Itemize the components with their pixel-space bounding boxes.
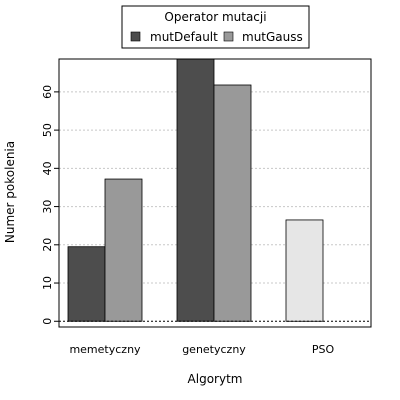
plot-frame [58, 58, 372, 328]
y-tick-label: 40 [41, 161, 54, 175]
bar-genetyczny-mutdefault [176, 58, 215, 322]
y-tick-label: 30 [41, 200, 54, 214]
y-axis-label: Numer pokolenia [3, 141, 17, 243]
y-tick-label: 60 [41, 85, 54, 99]
x-tick-label: genetyczny [182, 343, 246, 356]
legend-label-mutgauss: mutGauss [242, 30, 303, 44]
y-tick-label: 0 [41, 318, 54, 325]
y-tick-label: 50 [41, 123, 54, 137]
bar-memetyczny-mutdefault [67, 246, 106, 322]
x-axis: memetyczny genetyczny PSO [69, 343, 334, 356]
legend-label-mutdefault: mutDefault [150, 30, 218, 44]
bar-genetyczny-mutgauss [213, 84, 252, 322]
x-tick-label: PSO [312, 343, 335, 356]
x-tick-label: memetyczny [69, 343, 141, 356]
bar-pso-mutdefault [285, 219, 324, 322]
bar-memetyczny-mutgauss [104, 178, 143, 322]
y-tick-label: 10 [41, 276, 54, 290]
legend-swatch-mutgauss [223, 31, 234, 42]
legend: Operator mutacji mutDefault mutGauss [121, 5, 310, 49]
bars [67, 58, 324, 322]
legend-title: Operator mutacji [164, 10, 266, 24]
x-axis-label: Algorytm [188, 372, 243, 386]
y-tick-label: 20 [41, 238, 54, 252]
legend-box [121, 5, 310, 49]
y-axis: 0 10 20 30 40 50 60 [41, 85, 59, 325]
legend-swatch-mutdefault [130, 31, 141, 42]
